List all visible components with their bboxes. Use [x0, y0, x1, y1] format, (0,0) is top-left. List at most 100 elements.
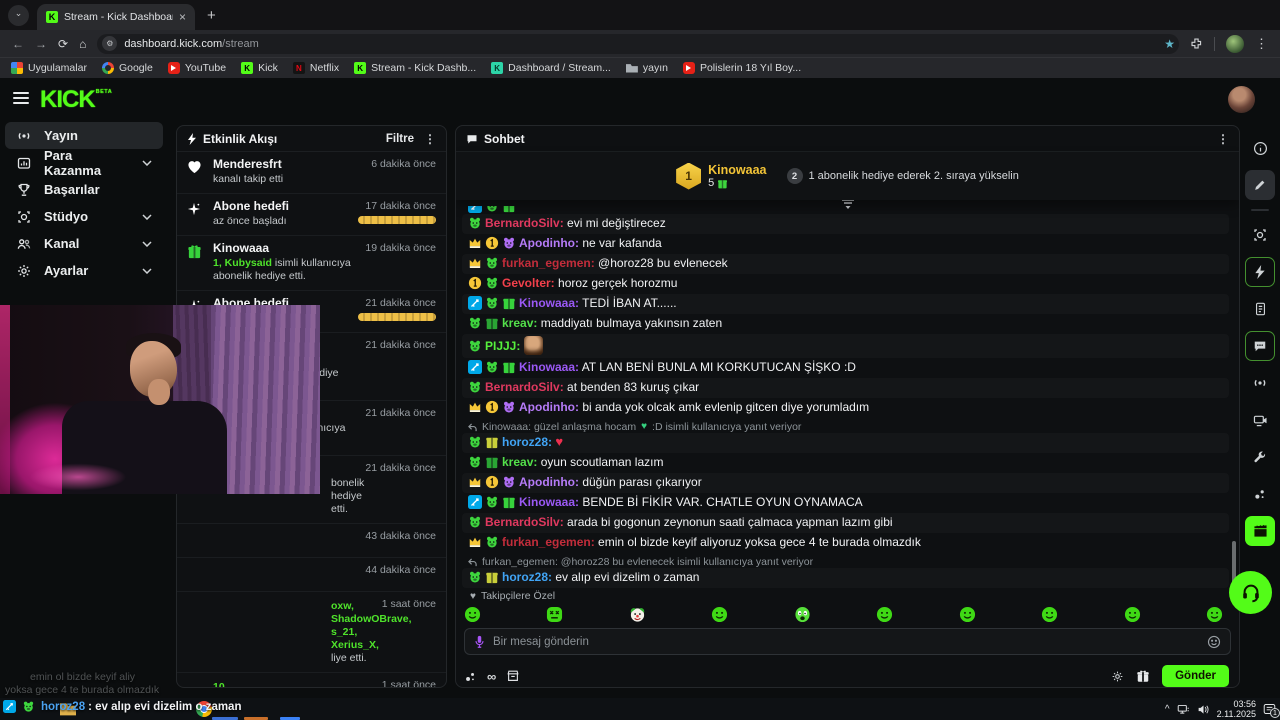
- chat-username[interactable]: Kinowaaa:: [519, 360, 580, 374]
- chat-message[interactable]: Apodinho: ne var kafanda: [462, 234, 1229, 254]
- chat-message[interactable]: Apodinho: bi anda yok olcak amk evlenip …: [462, 398, 1229, 418]
- chat-message[interactable]: BernardoSilv: arada bi gogonun zeynonun …: [462, 513, 1229, 533]
- chat-message[interactable]: horoz28: ev alıp evi dizelim o zaman: [462, 568, 1229, 588]
- chat-username[interactable]: furkan_egemen:: [502, 535, 595, 549]
- gift-leaderboard[interactable]: 1 Kinowaaa 5 2 1 abonelik hediye ederek …: [456, 152, 1239, 200]
- chat-settings-gear-icon[interactable]: [1111, 670, 1124, 683]
- chat-message[interactable]: kreav: oyun scoutlaman lazım: [462, 453, 1229, 473]
- notification-center-icon[interactable]: 1: [1263, 703, 1280, 718]
- rail-doc-icon[interactable]: [1245, 294, 1275, 324]
- filter-button[interactable]: Filtre: [385, 132, 414, 145]
- chat-username[interactable]: Kinowaaa:: [519, 296, 580, 310]
- bookmark-dashboard-stream-[interactable]: K Dashboard / Stream...: [491, 62, 611, 74]
- forward-icon[interactable]: →: [35, 36, 47, 51]
- address-bar[interactable]: ⚙ dashboard.kick.com/stream: [97, 33, 1179, 54]
- chat-message[interactable]: Gevolter: horoz gerçek horozmu: [462, 274, 1229, 294]
- tab-close-icon[interactable]: [179, 11, 186, 23]
- send-button[interactable]: Gönder: [1162, 665, 1229, 687]
- rail-wrench-icon[interactable]: [1245, 442, 1275, 472]
- chat-message[interactable]: furkan_egemen: @horoz28 bu evlenecek: [462, 254, 1229, 274]
- feed-item[interactable]: 43 dakika önce: [177, 524, 446, 558]
- chat-message[interactable]: [462, 206, 1229, 214]
- bookmark-google[interactable]: Google: [101, 62, 153, 74]
- chat-message[interactable]: PIJJJ:: [462, 334, 1229, 358]
- chat-input-box[interactable]: [464, 628, 1231, 655]
- bookmark-polislerin-18-y-l-boy-[interactable]: Polislerin 18 Yıl Boy...: [682, 62, 801, 74]
- hamburger-menu-icon[interactable]: [13, 92, 29, 104]
- extensions-icon[interactable]: [1190, 37, 1203, 50]
- chat-message[interactable]: BernardoSilv: at benden 83 kuruş çıkar: [462, 378, 1229, 398]
- shop-icon[interactable]: [506, 669, 520, 683]
- taskbar-app-chrome[interactable]: [196, 701, 212, 717]
- emote-smile-icon[interactable]: [1041, 606, 1058, 623]
- sidebar-item-yay-n[interactable]: Yayın: [5, 122, 163, 149]
- chat-username[interactable]: furkan_egemen:: [502, 256, 595, 270]
- feed-menu-icon[interactable]: [424, 132, 436, 146]
- chat-username[interactable]: PIJJJ:: [485, 339, 521, 353]
- rail-broadcast-icon[interactable]: [1245, 368, 1275, 398]
- sidebar-item-para-kazanma[interactable]: Para Kazanma: [0, 148, 168, 178]
- feed-item[interactable]: Menderesfrt kanalı takip etti 6 dakika önc…: [177, 152, 446, 194]
- chat-message[interactable]: Apodinho: düğün parası çıkarıyor: [462, 473, 1229, 493]
- bookmark-star-icon[interactable]: [1164, 37, 1175, 51]
- emote-xx-icon[interactable]: [546, 606, 563, 623]
- chat-username[interactable]: BernardoSilv:: [485, 380, 564, 394]
- user-avatar[interactable]: [1228, 86, 1255, 113]
- emote-alien-icon[interactable]: [794, 606, 811, 623]
- bookmark-netflix[interactable]: N Netflix: [292, 62, 339, 74]
- browser-profile-avatar[interactable]: [1226, 34, 1244, 53]
- support-chat-button[interactable]: [1229, 571, 1272, 614]
- rail-bolt-icon[interactable]: [1245, 257, 1275, 287]
- browser-menu-icon[interactable]: [1255, 35, 1268, 53]
- chat-message[interactable]: kreav: maddiyatı bulmaya yakınsın zaten: [462, 314, 1229, 334]
- chat-message[interactable]: Kinowaaa: BENDE Bİ FİKİR VAR. CHATLE OYU…: [462, 493, 1229, 513]
- chat-username[interactable]: kreav:: [502, 455, 538, 469]
- emote-clown-icon[interactable]: [629, 606, 646, 623]
- emote-smile-icon[interactable]: [464, 606, 481, 623]
- rail-dots-icon[interactable]: [1245, 479, 1275, 509]
- emote-smile-icon[interactable]: [1206, 606, 1223, 623]
- sidebar-item-ba-ar-lar[interactable]: Başarılar: [0, 176, 168, 203]
- bookmark-youtube[interactable]: YouTube: [167, 62, 226, 74]
- new-tab-button[interactable]: [207, 8, 216, 23]
- bookmark-yay-n[interactable]: yayın: [625, 62, 668, 74]
- site-settings-icon[interactable]: ⚙: [102, 36, 118, 51]
- chat-message[interactable]: Kinowaaa: AT LAN BENİ BUNLA MI KORKUTUCA…: [462, 358, 1229, 378]
- emote-smile-icon[interactable]: [959, 606, 976, 623]
- sidebar-item-st-dyo[interactable]: Stüdyo: [0, 203, 168, 230]
- bookmark-kick[interactable]: K Kick: [241, 62, 278, 74]
- chat-message[interactable]: Kinowaaa: TEDİ İBAN AT......: [462, 294, 1229, 314]
- bookmark-uygulamalar[interactable]: Uygulamalar: [11, 62, 87, 74]
- chat-message[interactable]: BernardoSilv: evi mi değiştirecez: [462, 214, 1229, 234]
- kick-logo[interactable]: KICKBETA: [40, 86, 113, 113]
- collapse-pinned-icon[interactable]: [456, 198, 1239, 210]
- network-icon[interactable]: [1177, 704, 1190, 715]
- infinity-icon[interactable]: [487, 670, 496, 683]
- chat-menu-icon[interactable]: [1217, 132, 1229, 146]
- feed-item[interactable]: Kinowaaa 1, Kubysaid isimli kullanıcıya a…: [177, 236, 446, 291]
- chat-username[interactable]: Kinowaaa:: [519, 495, 580, 509]
- chat-username[interactable]: BernardoSilv:: [485, 216, 564, 230]
- tray-expand-icon[interactable]: [1165, 704, 1170, 715]
- chat-username[interactable]: Apodinho:: [519, 475, 579, 489]
- feed-item[interactable]: 10,exduali, zyna31, Sweno61, BARISTV, ho…: [177, 673, 446, 687]
- volume-icon[interactable]: [1197, 704, 1210, 715]
- chat-username[interactable]: Gevolter:: [502, 276, 555, 290]
- tab-search-button[interactable]: [8, 5, 29, 26]
- taskbar-clock[interactable]: 03:56 2.11.2025: [1217, 699, 1256, 719]
- emote-smile-icon[interactable]: [1124, 606, 1141, 623]
- taskbar-app-folder[interactable]: [60, 703, 76, 716]
- chat-username[interactable]: BernardoSilv:: [485, 515, 564, 529]
- chat-message[interactable]: furkan_egemen: emin ol bizde keyif aliyo…: [462, 533, 1229, 553]
- chat-username[interactable]: Apodinho:: [519, 400, 579, 414]
- chat-username[interactable]: horoz28:: [502, 435, 553, 449]
- chat-message[interactable]: horoz28: ♥: [462, 433, 1229, 453]
- feed-item[interactable]: Abone hedefi az önce başladı 17 dakika önc…: [177, 194, 446, 236]
- chat-username[interactable]: Apodinho:: [519, 236, 579, 250]
- chat-scrollbar[interactable]: [1232, 541, 1236, 589]
- chat-username[interactable]: kreav:: [502, 316, 538, 330]
- emoji-picker-icon[interactable]: [1207, 635, 1221, 649]
- chat-messages[interactable]: BernardoSilv: evi mi değiştirecez Apodinh…: [462, 206, 1229, 588]
- emote-smile-icon[interactable]: [876, 606, 893, 623]
- kick-points-icon[interactable]: [464, 670, 477, 683]
